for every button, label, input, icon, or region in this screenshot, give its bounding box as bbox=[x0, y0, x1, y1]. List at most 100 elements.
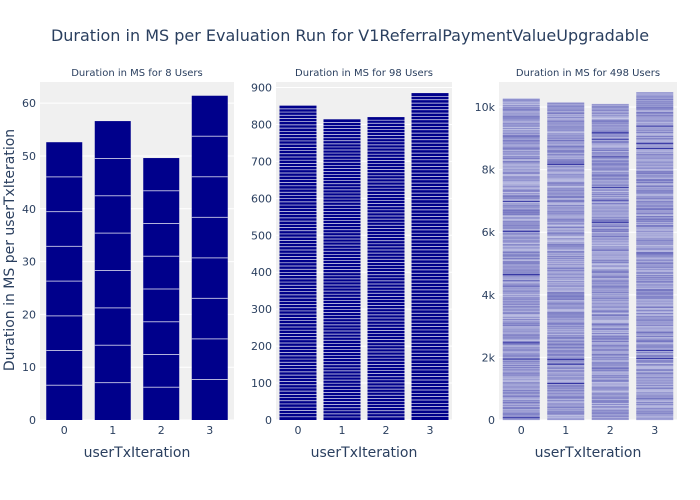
bar-segment bbox=[547, 358, 585, 359]
bar-segment bbox=[591, 334, 629, 336]
bar-segment bbox=[636, 408, 674, 409]
bar-segment bbox=[636, 360, 674, 362]
x-axis-title-98-users: userTxIteration bbox=[311, 445, 418, 461]
bar-segment bbox=[591, 124, 629, 126]
bar-segment bbox=[591, 332, 629, 334]
bar-segment bbox=[547, 171, 585, 173]
bar-segment bbox=[502, 263, 540, 265]
bar-segment bbox=[636, 356, 674, 358]
bar-segment bbox=[636, 184, 674, 185]
bar-segment bbox=[591, 381, 629, 383]
bar-segment bbox=[547, 276, 585, 278]
bar-segment bbox=[591, 160, 629, 162]
bar-segment bbox=[547, 411, 585, 412]
bar-segment bbox=[636, 395, 674, 397]
bar-segment bbox=[591, 373, 629, 374]
bar-segment bbox=[502, 348, 540, 350]
bar bbox=[411, 93, 449, 420]
bar-segment bbox=[636, 123, 674, 125]
bar-segment bbox=[502, 378, 540, 379]
bar-segment bbox=[547, 154, 585, 156]
bar-segment bbox=[636, 155, 674, 156]
bar-segment bbox=[636, 295, 674, 297]
bar-segment bbox=[591, 419, 629, 421]
bar-segment bbox=[547, 242, 585, 243]
bar-segment bbox=[591, 116, 629, 118]
bar-segment bbox=[636, 95, 674, 97]
bar-segment bbox=[502, 220, 540, 222]
bar-segment bbox=[636, 254, 674, 255]
bar-segment bbox=[636, 235, 674, 237]
bar-segment bbox=[636, 157, 674, 159]
bar-segment bbox=[502, 169, 540, 171]
y-tick-label: 0 bbox=[265, 414, 272, 427]
bar-segment bbox=[547, 394, 585, 396]
bar-segment bbox=[502, 162, 540, 163]
bar-segment bbox=[636, 310, 674, 311]
bar-segment bbox=[591, 188, 629, 190]
bar-segment bbox=[547, 347, 585, 349]
bar-segment bbox=[636, 161, 674, 162]
bar-segment bbox=[502, 230, 540, 231]
bar-segment bbox=[591, 378, 629, 380]
bar-segment bbox=[591, 228, 629, 230]
bar-segment bbox=[591, 134, 629, 136]
bar-segment bbox=[636, 234, 674, 236]
bar-segment bbox=[502, 418, 540, 419]
bar-segment bbox=[502, 412, 540, 414]
bar-segment bbox=[591, 161, 629, 163]
bar-segment bbox=[591, 139, 629, 141]
bar-segment bbox=[636, 317, 674, 319]
bar-segment bbox=[591, 235, 629, 237]
bar-segment bbox=[591, 276, 629, 278]
bar-segment bbox=[547, 211, 585, 213]
bar-segment bbox=[591, 406, 629, 407]
bar-segment bbox=[636, 274, 674, 276]
bar-segment bbox=[591, 254, 629, 256]
bar-segment bbox=[636, 184, 674, 186]
bar-segment bbox=[502, 360, 540, 362]
bar-segment bbox=[636, 284, 674, 286]
bar-segment bbox=[591, 156, 629, 158]
bar-segment bbox=[502, 284, 540, 286]
bar-segment bbox=[636, 158, 674, 160]
bar-segment bbox=[502, 414, 540, 415]
bar-segment bbox=[502, 210, 540, 212]
bar-segment bbox=[547, 178, 585, 180]
bar-segment bbox=[547, 157, 585, 159]
bar-segment bbox=[547, 238, 585, 240]
bar-segment bbox=[591, 241, 629, 243]
bar-segment bbox=[636, 259, 674, 261]
bar-segment bbox=[547, 183, 585, 185]
bar-segment bbox=[502, 131, 540, 133]
bar-segment bbox=[636, 385, 674, 387]
bar-segment bbox=[547, 232, 585, 234]
bar-segment bbox=[636, 351, 674, 353]
bar-segment bbox=[591, 385, 629, 387]
bar-segment bbox=[547, 376, 585, 378]
bar-segment bbox=[636, 206, 674, 208]
bar-segment bbox=[636, 168, 674, 170]
bar-segment bbox=[636, 246, 674, 248]
bar-segment bbox=[547, 228, 585, 229]
bar-segment bbox=[502, 239, 540, 241]
bar-segment bbox=[502, 345, 540, 347]
bar-segment bbox=[591, 132, 629, 134]
bar bbox=[591, 103, 629, 421]
bar-segment bbox=[636, 196, 674, 198]
bar-segment bbox=[502, 330, 540, 332]
bar-segment bbox=[636, 419, 674, 421]
bar-segment bbox=[636, 417, 674, 419]
bar-segment bbox=[636, 219, 674, 220]
bar-segment bbox=[636, 290, 674, 292]
bar-segment bbox=[502, 365, 540, 366]
bar-segment bbox=[547, 380, 585, 382]
bar-segment bbox=[591, 387, 629, 389]
bar-segment bbox=[547, 191, 585, 192]
bar-segment bbox=[591, 318, 629, 320]
bar-segment bbox=[502, 334, 540, 335]
bar-segment bbox=[591, 162, 629, 164]
bar-segment bbox=[636, 217, 674, 219]
bar-segment bbox=[591, 218, 629, 220]
bar-segment bbox=[547, 350, 585, 352]
